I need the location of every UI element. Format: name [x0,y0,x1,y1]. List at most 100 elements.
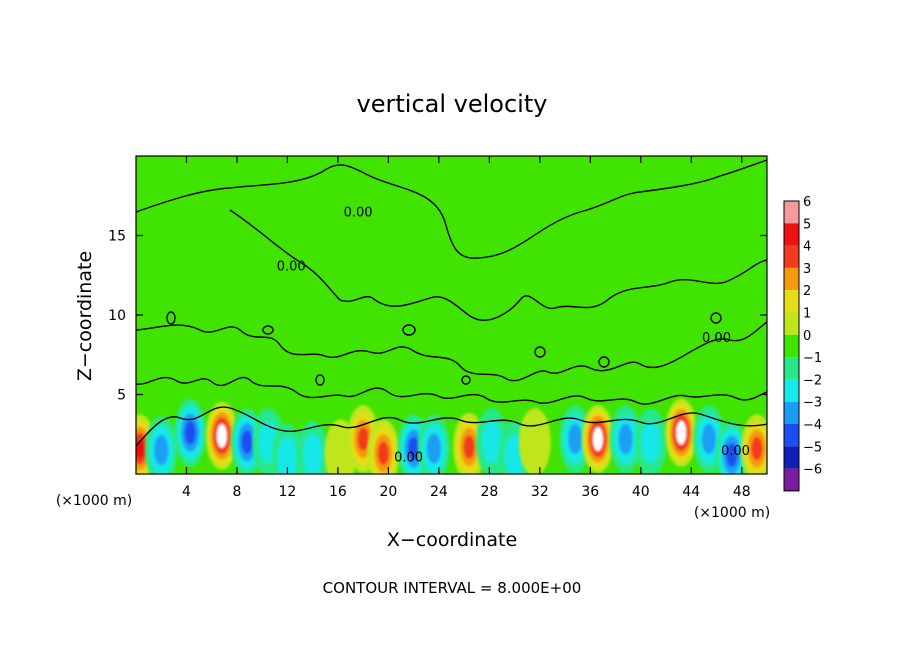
colorbar-swatch [784,401,799,424]
velocity-band [482,421,502,464]
colorbar-label: 1 [803,307,811,322]
contour-ring-4 [534,346,546,358]
contour-ring-8 [710,312,722,324]
x-tick-label: 28 [480,484,498,500]
velocity-cell-11 [367,419,400,474]
velocity-band [463,435,475,459]
velocity-cell-14 [453,412,486,474]
x-tick-label: 44 [682,484,700,500]
colorbar-label: −6 [803,463,822,478]
x-tick-label: 12 [279,484,297,500]
x-tick-label: 20 [379,484,397,500]
velocity-cell-13 [417,414,450,474]
colorbar-swatch [784,334,799,358]
y-axis-title: Z−coordinate [74,251,96,381]
x-tick-label: 36 [581,484,599,500]
colorbar-swatch [784,357,799,380]
velocity-cell-2 [145,416,178,474]
colorbar-swatch [784,446,799,469]
velocity-cell-3 [174,398,207,467]
colorbar-label: −4 [803,418,822,433]
velocity-cell-23 [692,405,725,474]
contour-ring-5 [598,356,610,368]
colorbar: 6 5 4 3 2 1 0 −1 −2 −3 −4 −5 −6 [783,195,822,492]
x-unit-left: (×1000 m) [56,493,132,509]
contour-line-middle [136,321,767,382]
contour-ring-2 [262,325,274,335]
colorbar-label: 4 [803,240,811,255]
velocity-band [426,433,441,464]
y-tick-label: 10 [108,308,126,324]
colorbar-label: −3 [803,396,822,411]
colorbar-label: −2 [803,373,822,388]
velocity-cell-19 [581,405,614,474]
contour-label: 0.00 [344,205,373,220]
colorbar-frame [783,200,800,492]
velocity-band [701,423,717,455]
x-tick-label: 48 [733,484,751,500]
velocity-cell-4 [205,401,238,470]
velocity-cell-18 [559,405,592,474]
colorbar-label: 2 [803,284,811,299]
colorbar-swatch [784,201,799,224]
y-tick-label: 15 [108,229,126,245]
velocity-cell-22 [665,398,698,467]
velocity-cell-24 [715,420,748,474]
velocity-band [154,435,169,466]
colorbar-label: 3 [803,262,811,277]
velocity-cell-5 [231,408,264,474]
contour-ring-3 [402,324,416,336]
contour-ring-6 [315,374,325,386]
x-unit-right: (×1000 m) [694,505,770,521]
colorbar-swatch [784,379,799,402]
velocity-band [241,430,253,455]
velocity-band [277,437,298,474]
colorbar-label: −5 [803,440,822,455]
velocity-band [408,436,420,461]
velocity-band [618,423,633,455]
velocity-band [641,421,661,464]
velocity-band [751,436,763,461]
velocity-cells [136,398,767,474]
velocity-cell-17 [518,408,551,474]
velocity-band [302,434,323,474]
y-axis-ticks: 5 10 15 [108,229,767,404]
colorbar-label: 5 [803,217,811,232]
velocity-band [518,408,551,474]
contour-line-upper-2 [229,209,767,321]
colorbar-swatch [784,245,799,268]
zero-contours [136,159,767,447]
x-tick-label: 32 [531,484,549,500]
y-tick-label: 5 [117,388,126,404]
velocity-core [592,427,603,452]
velocity-band [184,420,196,445]
velocity-band [377,441,389,466]
plot-area: 0.00 0.00 0.00 0.00 0.00 [136,156,767,474]
contour-label: 0.00 [702,331,731,346]
colorbar-swatch [784,424,799,447]
velocity-cell-21 [634,408,667,474]
colorbar-swatch [784,290,799,313]
velocity-band [357,427,369,451]
velocity-band [726,443,738,467]
contour-line-lower [136,376,767,405]
colorbar-swatch [784,223,799,246]
contour-labels: 0.00 0.00 0.00 0.00 0.00 [277,205,750,465]
contour-label: 0.00 [394,450,423,465]
velocity-band [568,423,583,455]
colorbar-swatch [784,267,799,291]
colorbar-label: 0 [803,329,811,344]
contour-interval-note: CONTOUR INTERVAL = 8.000E+00 [323,579,582,597]
x-tick-label: 8 [232,484,241,500]
contour-ring-1 [166,311,176,325]
x-axis-title: X−coordinate [387,529,517,551]
colorbar-label: −1 [803,351,822,366]
x-tick-label: 4 [182,484,191,500]
contour-label: 0.00 [721,444,750,459]
velocity-core [676,420,687,445]
chart-title: vertical velocity [357,90,548,118]
colorbar-label: 6 [803,195,811,210]
velocity-cell-25 [740,414,767,474]
velocity-cell-7 [271,424,304,474]
